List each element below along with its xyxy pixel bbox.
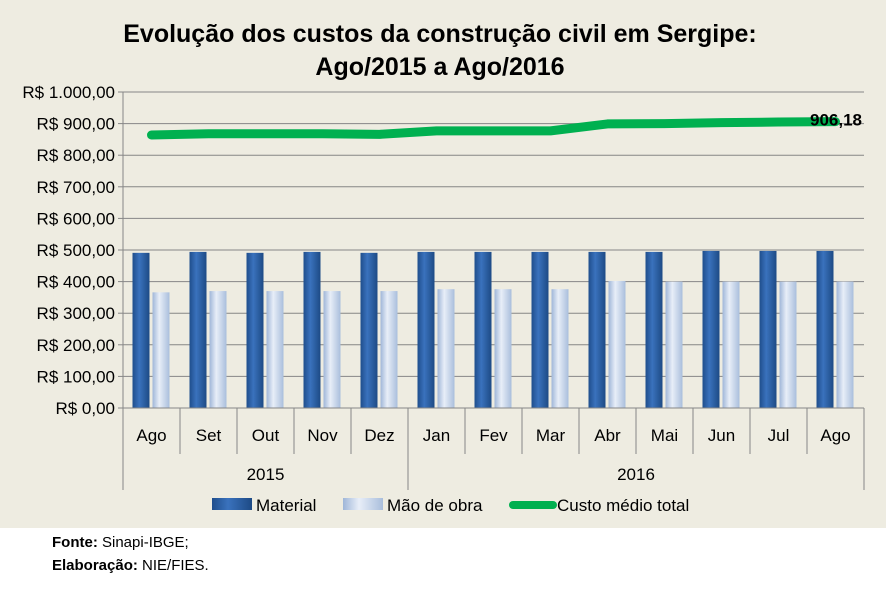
chart-svg: R$ 0,00 R$ 100,00 R$ 200,00 R$ 300,00 R$ 400… bbox=[22, 83, 865, 515]
y-tick-label: R$ 700,00 bbox=[37, 178, 115, 197]
bar-material bbox=[816, 250, 834, 408]
title-line-2: Ago/2015 a Ago/2016 bbox=[315, 53, 565, 81]
x-tick-label: Abr bbox=[594, 426, 621, 445]
title-line-1: Evolução dos custos da construção civil … bbox=[123, 20, 757, 48]
bar-mao-de-obra bbox=[323, 291, 341, 408]
x-tick-label: Out bbox=[252, 426, 280, 445]
bar-material bbox=[246, 252, 264, 408]
x-tick-label: Jun bbox=[708, 426, 735, 445]
bar-material bbox=[588, 251, 606, 408]
y-tick-label: R$ 300,00 bbox=[37, 304, 115, 323]
x-tick-label: Jan bbox=[423, 426, 450, 445]
x-tick-label: Set bbox=[196, 426, 222, 445]
x-tick-label: Ago bbox=[820, 426, 850, 445]
y-tick-label: R$ 800,00 bbox=[37, 146, 115, 165]
bar-mao-de-obra bbox=[836, 281, 854, 408]
chart-area: Evolução dos custos da construção civil … bbox=[0, 0, 886, 528]
x-tick-label: Jul bbox=[768, 426, 790, 445]
bar-mao-de-obra bbox=[722, 281, 740, 408]
elaboration-value: NIE/FIES. bbox=[137, 557, 209, 574]
legend-label-mao-de-obra: Mão de obra bbox=[387, 496, 483, 515]
bar-material bbox=[360, 252, 378, 408]
elaboration-label: Elaboração: bbox=[52, 557, 138, 574]
bar-material bbox=[531, 251, 549, 408]
y-tick-label: R$ 0,00 bbox=[55, 399, 115, 418]
y-tick-label: R$ 500,00 bbox=[37, 241, 115, 260]
legend-swatch-material bbox=[212, 498, 252, 510]
elaboration-note: Elaboração: NIE/FIES. bbox=[52, 557, 209, 574]
x-tick-label: Dez bbox=[364, 426, 394, 445]
line-custo-medio-total bbox=[147, 117, 840, 140]
bar-material bbox=[189, 251, 207, 408]
bar-mao-de-obra bbox=[665, 281, 683, 408]
y-tick-label: R$ 100,00 bbox=[37, 367, 115, 386]
x-tick-label: Fev bbox=[479, 426, 508, 445]
y-tick-label: R$ 200,00 bbox=[37, 336, 115, 355]
legend-label-material: Material bbox=[256, 496, 316, 515]
x-tick-label: Ago bbox=[136, 426, 166, 445]
legend-label-custo: Custo médio total bbox=[557, 496, 689, 515]
bar-mao-de-obra bbox=[779, 281, 797, 408]
y-tick-label: R$ 400,00 bbox=[37, 273, 115, 292]
source-label: Fonte: bbox=[52, 534, 98, 551]
bar-material bbox=[417, 251, 435, 408]
bar-mao-de-obra bbox=[266, 291, 284, 408]
legend-swatch-mao-de-obra bbox=[343, 498, 383, 510]
source-value: Sinapi-IBGE; bbox=[97, 534, 189, 551]
bar-mao-de-obra bbox=[551, 289, 569, 408]
group-label: 2015 bbox=[247, 465, 285, 484]
bar-mao-de-obra bbox=[437, 289, 455, 408]
group-label: 2016 bbox=[617, 465, 655, 484]
bar-mao-de-obra bbox=[152, 292, 170, 408]
bar-material bbox=[474, 251, 492, 408]
y-tick-label: R$ 900,00 bbox=[37, 115, 115, 134]
data-label-last: 906,18 bbox=[810, 111, 862, 130]
bar-material bbox=[645, 251, 663, 408]
bar-mao-de-obra bbox=[380, 291, 398, 408]
y-tick-label: R$ 1.000,00 bbox=[22, 83, 115, 102]
bar-material bbox=[759, 250, 777, 408]
x-tick-label: Nov bbox=[307, 426, 338, 445]
bar-mao-de-obra bbox=[494, 289, 512, 408]
source-note: Fonte: Sinapi-IBGE; bbox=[52, 534, 189, 551]
bar-mao-de-obra bbox=[608, 280, 626, 408]
chart-title: Evolução dos custos da construção civil … bbox=[0, 18, 886, 84]
bar-material bbox=[132, 252, 150, 408]
bar-material bbox=[702, 250, 720, 408]
bar-mao-de-obra bbox=[209, 291, 227, 408]
y-tick-label: R$ 600,00 bbox=[37, 209, 115, 228]
x-tick-label: Mai bbox=[651, 426, 678, 445]
x-tick-label: Mar bbox=[536, 426, 566, 445]
bar-material bbox=[303, 251, 321, 408]
